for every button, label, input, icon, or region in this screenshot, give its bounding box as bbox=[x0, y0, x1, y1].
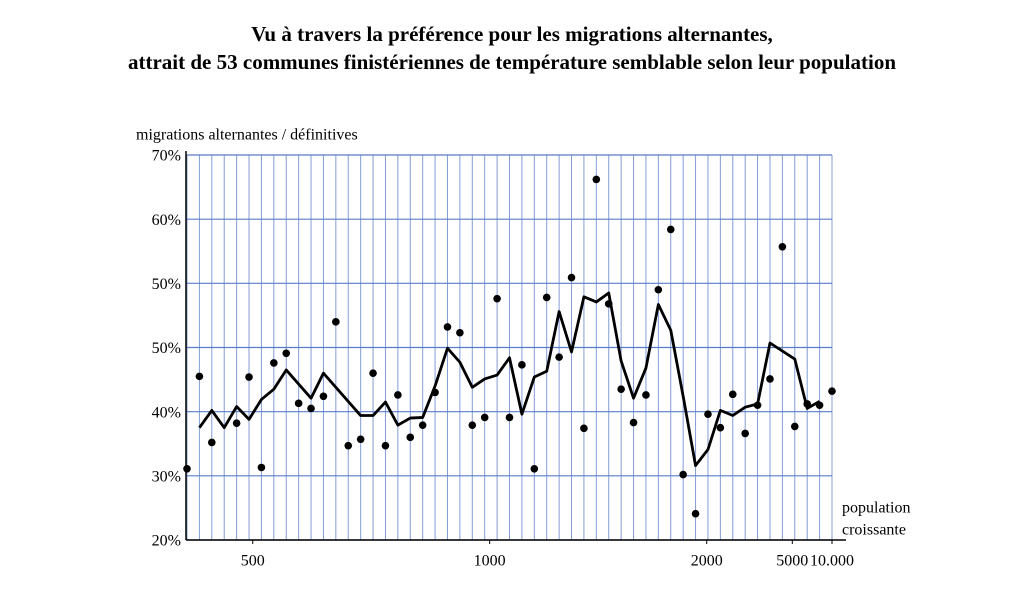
data-point bbox=[679, 470, 687, 479]
data-point bbox=[406, 433, 415, 442]
data-point bbox=[332, 318, 340, 326]
data-point bbox=[629, 418, 638, 427]
data-point bbox=[691, 509, 700, 518]
data-point bbox=[232, 419, 241, 428]
trend-line bbox=[198, 291, 821, 467]
data-point bbox=[394, 391, 402, 399]
data-point bbox=[542, 293, 551, 302]
x-tick-label: 1000 bbox=[474, 553, 506, 570]
data-point bbox=[766, 375, 774, 383]
chart-title: Vu à travers la préférence pour les migr… bbox=[251, 22, 773, 46]
data-point bbox=[307, 404, 315, 413]
data-point bbox=[530, 464, 539, 473]
data-point bbox=[493, 294, 501, 303]
data-point bbox=[828, 387, 836, 395]
data-point bbox=[790, 422, 799, 431]
data-point bbox=[778, 242, 787, 251]
x-tick-label: 10.000 bbox=[810, 553, 854, 570]
data-point bbox=[245, 373, 253, 381]
data-point bbox=[195, 372, 204, 381]
data-point bbox=[480, 413, 489, 422]
x-tick-label: 5000 bbox=[776, 553, 808, 570]
chart-title: attrait de 53 communes finistériennes de… bbox=[128, 50, 896, 74]
data-point bbox=[642, 391, 650, 399]
y-tick-label: 40% bbox=[152, 404, 181, 421]
data-point bbox=[505, 413, 514, 422]
data-point bbox=[270, 359, 278, 367]
data-point bbox=[741, 429, 749, 438]
data-point bbox=[294, 399, 303, 408]
y-tick-label: 30% bbox=[152, 469, 181, 486]
x-tick-label: 500 bbox=[241, 553, 265, 570]
x-axis-label: population bbox=[842, 500, 910, 517]
y-tick-label: 60% bbox=[152, 212, 181, 229]
data-point bbox=[617, 385, 625, 394]
y-tick-label: 70% bbox=[152, 148, 181, 165]
x-tick-label: 2000 bbox=[691, 553, 723, 570]
data-point bbox=[555, 353, 563, 361]
x-axis-label: croissante bbox=[842, 522, 906, 539]
data-point bbox=[666, 225, 675, 234]
y-tick-label: 50% bbox=[152, 340, 181, 357]
data-point bbox=[443, 323, 452, 331]
data-point bbox=[369, 369, 377, 377]
data-point bbox=[344, 441, 353, 450]
data-point bbox=[381, 441, 390, 450]
data-point bbox=[183, 464, 191, 473]
data-point bbox=[704, 410, 712, 419]
data-point bbox=[592, 175, 601, 184]
data-point bbox=[319, 392, 328, 401]
y-tick-label: 50% bbox=[152, 276, 181, 293]
data-point bbox=[567, 273, 576, 282]
data-point bbox=[654, 285, 663, 294]
data-point bbox=[456, 328, 464, 337]
data-point bbox=[716, 423, 725, 432]
data-point bbox=[418, 421, 427, 429]
data-point bbox=[257, 463, 266, 472]
data-point bbox=[356, 435, 365, 444]
data-point bbox=[208, 438, 216, 447]
data-point bbox=[580, 424, 588, 433]
data-point bbox=[468, 421, 477, 429]
data-point bbox=[282, 349, 291, 358]
y-tick-label: 20% bbox=[152, 533, 181, 550]
data-point bbox=[518, 361, 526, 369]
y-axis-label: migrations alternantes / définitives bbox=[136, 127, 358, 144]
data-point bbox=[728, 390, 737, 399]
